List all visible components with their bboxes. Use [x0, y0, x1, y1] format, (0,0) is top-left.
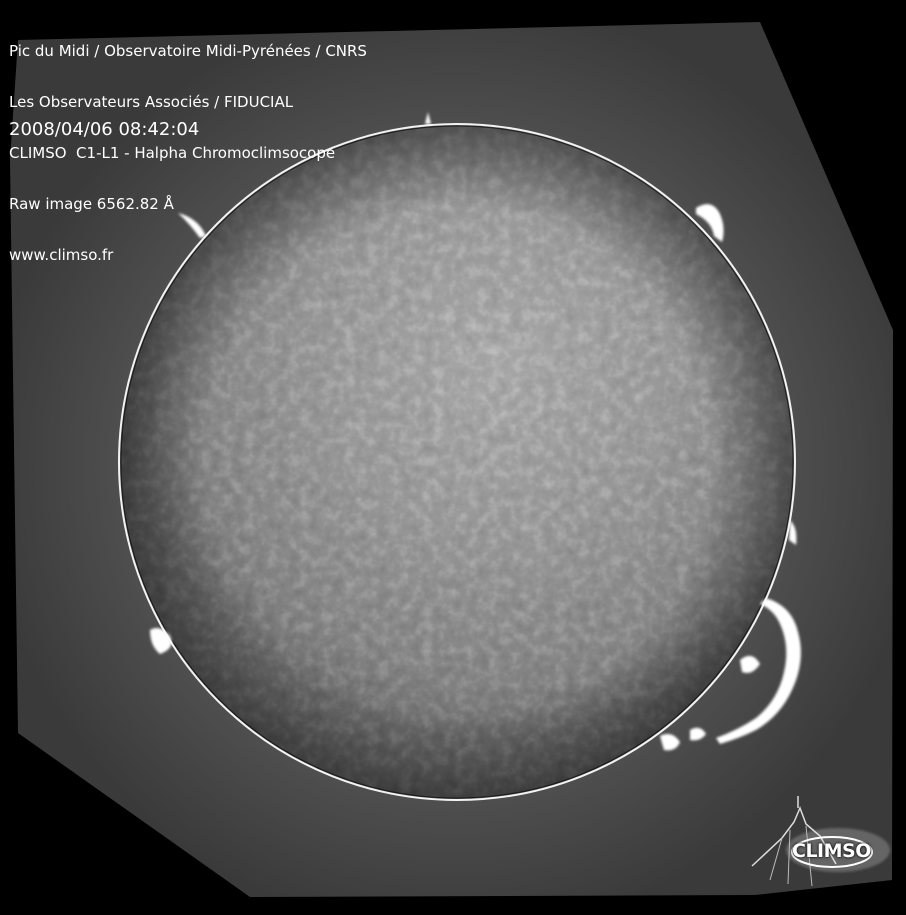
solar-prominences — [150, 112, 801, 751]
solar-disk — [118, 123, 796, 801]
prominence-top — [425, 112, 431, 124]
caption-line-observers: Les Observateurs Associés / FIDUCIAL — [9, 93, 294, 111]
prominence-upper-left — [178, 213, 206, 238]
prominence-lower-right-loop — [716, 598, 801, 744]
caption-line-instrument: CLIMSO C1-L1 - Halpha Chromoclimsocope — [9, 144, 336, 162]
caption-line-observatory: Pic du Midi / Observatoire Midi-Pyrénées… — [9, 42, 367, 60]
climso-logo-text: CLIMSO — [792, 840, 871, 862]
prominence-lower-right-knots — [660, 734, 680, 751]
prominence-right-small — [789, 520, 797, 545]
climso-logo-graphic — [751, 796, 890, 887]
prominence-lower-left — [150, 628, 172, 654]
caption-line-wavelength: Raw image 6562.82 Å — [9, 195, 174, 213]
observation-caption: Pic du Midi / Observatoire Midi-Pyrénées… — [9, 9, 367, 298]
caption-line-website: www.climso.fr — [9, 246, 114, 264]
prominence-upper-right — [696, 204, 724, 242]
observation-timestamp: 2008/04/06 08:42:04 — [9, 119, 200, 140]
solar-limb — [118, 123, 796, 801]
